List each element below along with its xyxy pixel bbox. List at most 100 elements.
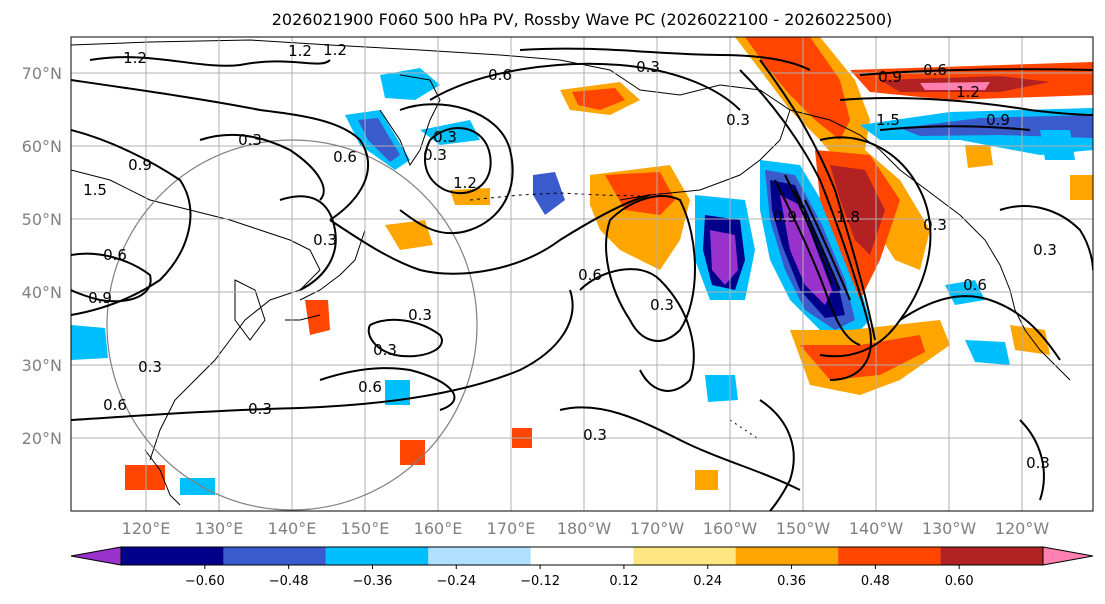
negative-anomaly-kamchatka-core [358,118,400,162]
colorbar-swatch [428,547,531,565]
lon-label: 170°E [487,519,536,538]
positive-anomaly-subtropics [400,440,425,465]
colorbar-tick-label: 0.48 [861,574,890,589]
colorbar-swatch [633,547,736,565]
contour-line [999,205,1093,271]
lat-label: 50°N [22,210,62,229]
lon-label: 140°E [268,519,317,538]
contour-label: 0.9 [88,289,112,307]
contour-line [399,103,514,235]
contour-label: 1.5 [876,111,900,129]
contour-label: 0.3 [373,341,397,359]
colorbar-swatch [325,547,429,565]
colorbar: −0.60 −0.48 −0.36 −0.24 −0.12 0.12 0.24 0.36 0.4… [70,546,1094,589]
positive-anomaly-hawaii [695,470,718,490]
contour-line [71,79,370,221]
contour-label: 1.2 [323,41,347,59]
colorbar-swatch [735,547,839,565]
positive-anomaly-ne-pacific-core [745,37,850,140]
coastline-korea [234,279,266,341]
coastline-hawaii [729,419,761,441]
longitude-labels: 120°E 130°E 140°E 150°E 160°E 170°E 180°… [122,519,1050,538]
contour-label: 1.2 [123,49,147,67]
negative-anomaly-west-edge [71,325,108,360]
contour-label: 0.3 [726,111,750,129]
colorbar-swatch [223,547,326,565]
colorbar-swatch [940,547,1043,565]
coastline-asia-east [71,169,321,461]
map-frame [70,36,1094,512]
contour-line [559,406,801,491]
positive-anomaly-japan-east [385,220,433,250]
colorbar-tick-label: −0.36 [353,574,393,589]
contour-line [839,97,1093,116]
contour-label: 0.6 [963,276,987,294]
contour-label: 0.9 [878,68,902,86]
contour-label: 0.3 [1033,241,1057,259]
contour-label: 1.2 [956,83,980,101]
positive-anomaly-alaska-peak [920,82,990,90]
contour-label: 0.6 [333,148,357,166]
latitude-labels: 70°N 60°N 50°N 40°N 30°N 20°N [22,64,62,448]
contour-label: 0.9 [773,208,797,226]
contour-label: 0.6 [358,378,382,396]
negative-anomaly-trough-core [780,195,832,305]
contour-label: 0.6 [103,246,127,264]
contour-label: 0.3 [583,426,607,444]
contour-line [605,195,696,342]
colorbar-tick-label: 0.60 [945,574,974,589]
contour-label: 0.9 [986,111,1010,129]
contour-line [319,367,456,411]
contour-label: 0.3 [1026,454,1050,472]
contour-label: 0.3 [248,400,272,418]
contour-line [279,195,337,291]
contour-label: 1.2 [453,174,477,192]
positive-anomaly-east-trough-core [830,165,885,255]
colorbar-tick-label: −0.24 [436,574,476,589]
contour-line [429,62,741,111]
contour-line [329,194,651,275]
lat-label: 70°N [22,64,62,83]
colorbar-outline [120,546,1044,566]
negative-anomaly-canada [1040,130,1075,160]
coastline-philippines [144,449,181,506]
colorbar-swatch [838,547,941,565]
contour-line [759,399,795,511]
contour-label: 0.3 [636,58,660,76]
lon-label: 150°W [776,519,831,538]
positive-anomaly-canada [965,145,993,168]
contour-label: 1.2 [288,42,312,60]
contour-label: 0.9 [128,156,152,174]
lon-label: 150°E [341,519,390,538]
contour-line [879,125,1031,131]
gridlines [71,37,1093,511]
contour-line [859,68,1093,76]
contour-line [199,133,325,201]
contour-line [579,268,695,392]
coastlines [71,39,1071,506]
lat-label: 40°N [22,283,62,302]
lon-label: 160°W [703,519,758,538]
contour-line [424,127,492,195]
negative-anomaly-hawaii-north [705,375,738,402]
negative-anomaly-okhotsk [380,68,440,100]
colorbar-tick-label: −0.60 [185,574,225,589]
positive-anomaly-korea-east [305,300,330,335]
contour-label: 0.3 [313,231,337,249]
contour-line [819,136,932,358]
contour-label: 0.6 [578,266,602,284]
lon-label: 130°W [922,519,977,538]
map-content: 1.2 1.2 0.6 0.3 0.9 0.6 0.3 0.6 1.2 0.3 … [71,37,1093,511]
contour-line [794,189,841,291]
coastline-kamchatka [379,74,441,167]
lon-label: 120°W [995,519,1050,538]
contour-line [774,179,861,346]
contour-label: 0.6 [923,61,947,79]
colorbar-tick-label: −0.48 [269,574,309,589]
colorbar-extend-max [1042,546,1094,566]
contour-label: 0.3 [433,128,457,146]
colorbar-extend-min [70,546,122,566]
contour-line [519,47,811,71]
contour-line [71,252,152,303]
contour-line [784,174,833,286]
